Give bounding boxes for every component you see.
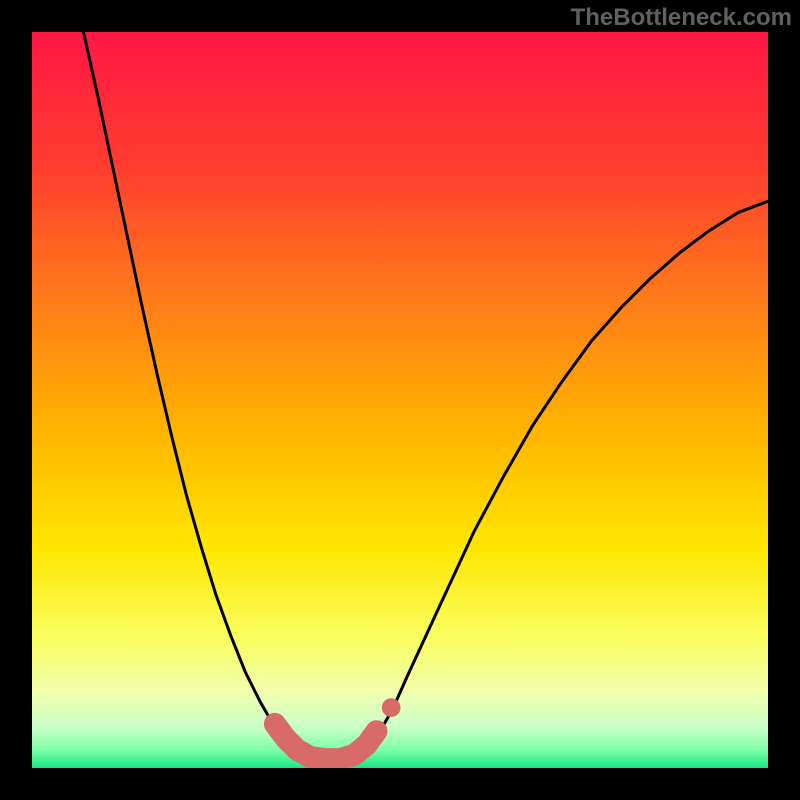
watermark-text: TheBottleneck.com: [571, 4, 792, 32]
chart-svg: [0, 0, 800, 800]
highlight-dot: [382, 698, 401, 717]
gradient-background: [32, 32, 768, 768]
chart-stage: TheBottleneck.com: [0, 0, 800, 800]
